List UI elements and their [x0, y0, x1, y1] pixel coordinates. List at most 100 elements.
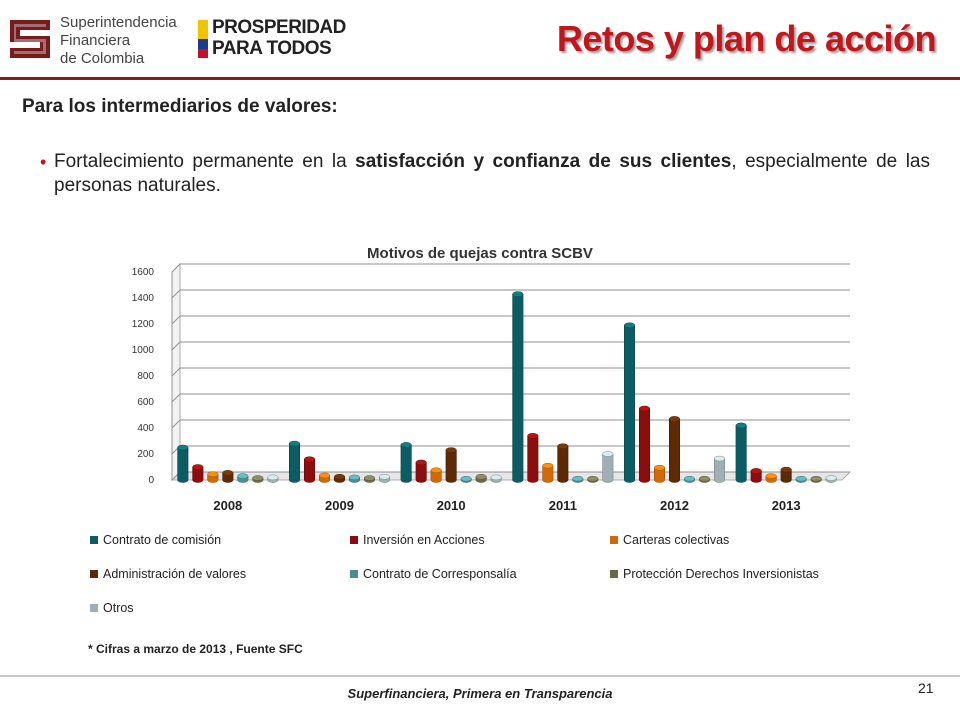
complaints-bar-chart: Motivos de quejas contra SCBV 0 200 400 600 8…	[90, 245, 851, 615]
y-tick-label: 400	[137, 423, 154, 434]
bar-top	[237, 473, 249, 479]
header-divider	[0, 77, 960, 80]
bar-top	[430, 467, 442, 473]
legend-swatch	[350, 570, 358, 578]
bar-top	[780, 466, 792, 473]
bar-top	[319, 472, 330, 479]
bar-top	[557, 443, 569, 449]
y-tick-label: 1600	[132, 267, 155, 278]
x-category-label: 2010	[437, 498, 466, 513]
slide-title: Retos y plan de acción	[556, 18, 937, 59]
y-gridline	[171, 341, 850, 351]
y-tick-label: 0	[148, 475, 154, 486]
bar-top	[192, 464, 204, 470]
bar	[557, 445, 569, 483]
y-tick-label: 1400	[132, 293, 155, 304]
legend-swatch	[610, 570, 618, 578]
bar	[624, 325, 635, 483]
legend-label: Contrato de Corresponsalía	[363, 567, 517, 581]
bar-top	[699, 475, 710, 482]
bar-top	[252, 475, 264, 481]
bar	[735, 425, 747, 483]
bar-top	[289, 440, 300, 447]
y-gridline	[171, 367, 850, 377]
bar-top	[445, 447, 457, 453]
bar-top	[639, 405, 650, 412]
y-gridline	[171, 445, 850, 455]
bar	[527, 435, 539, 483]
bar-top	[349, 474, 360, 481]
bar	[750, 470, 762, 483]
bar	[654, 467, 665, 483]
chart-footnote: * Cifras a marzo de 2013 , Fuente SFC	[88, 642, 303, 656]
legend-swatch	[610, 536, 618, 544]
y-tick-label: 800	[137, 371, 154, 382]
bullet-point: • Fortalecimiento permanente en la satis…	[40, 150, 930, 198]
y-gridline	[171, 419, 850, 429]
x-category-label: 2008	[213, 498, 242, 513]
section-subtitle: Para los intermediarios de valores:	[22, 96, 338, 117]
bar-top	[222, 470, 234, 476]
bar-top	[810, 475, 822, 482]
footer-divider	[0, 675, 960, 677]
prosperidad-logo-text: PROSPERIDAD PARA TODOS	[212, 17, 346, 59]
sfc-logo-line: de Colombia	[60, 50, 145, 67]
x-category-label: 2013	[772, 498, 801, 513]
x-category-label: 2011	[549, 498, 577, 513]
bar-top	[475, 474, 487, 480]
bar-top	[334, 474, 345, 480]
prosperidad-logo: PROSPERIDAD PARA TODOS	[198, 16, 358, 66]
bar	[780, 469, 792, 483]
bar-top	[460, 475, 472, 482]
sfc-logo-mark-icon	[6, 16, 54, 62]
bullet-text-end: , especialmente de las personas naturale…	[54, 151, 930, 196]
bar-top	[267, 474, 279, 481]
bullet-text-bold: satisfacción y confianza de sus clientes	[355, 151, 732, 172]
y-tick-label: 1200	[132, 319, 155, 330]
colombia-flag-icon	[198, 20, 208, 58]
bar	[177, 447, 189, 483]
sfc-logo-line: Superintendencia	[60, 14, 177, 31]
legend-label: Otros	[103, 601, 134, 615]
chart-title: Motivos de quejas contra SCBV	[367, 245, 593, 262]
bullet-dot-icon: •	[40, 152, 47, 172]
bullet-text-start: Fortalecimiento permanente en la	[54, 151, 356, 172]
legend-label: Protección Derechos Inversionistas	[623, 567, 819, 581]
bar-top	[415, 459, 427, 466]
bar-top	[669, 416, 680, 422]
bar	[430, 470, 442, 483]
bar	[669, 418, 680, 483]
bar	[639, 408, 650, 483]
bar	[289, 443, 300, 483]
legend-swatch	[90, 536, 98, 544]
bar-top	[572, 475, 584, 482]
bar-top	[765, 473, 777, 479]
legend-swatch	[350, 536, 358, 544]
prosperidad-logo-line: PROSPERIDAD	[212, 17, 346, 38]
legend-swatch	[90, 570, 98, 578]
bar-top	[602, 451, 614, 457]
bar	[602, 453, 614, 483]
prosperidad-logo-line: PARA TODOS	[212, 38, 332, 59]
bar-top	[379, 474, 390, 480]
bar-top	[304, 456, 315, 462]
bar	[304, 458, 315, 483]
y-tick-label: 600	[137, 397, 154, 408]
bar-top	[684, 475, 695, 482]
bar-top	[750, 468, 762, 474]
bar-top	[825, 475, 837, 481]
bar-top	[624, 322, 635, 329]
bar-top	[542, 462, 554, 469]
sfc-logo-line: Financiera	[60, 32, 131, 49]
footer-text: Superfinanciera, Primera en Transparenci…	[347, 686, 613, 701]
bar-top	[795, 475, 807, 482]
bar-top	[714, 455, 725, 462]
x-category-label: 2012	[660, 498, 689, 513]
legend-label: Administración de valores	[103, 567, 246, 581]
bar	[415, 462, 427, 483]
bar-top	[400, 442, 412, 448]
bar-top	[207, 471, 219, 477]
bar-top	[490, 474, 502, 481]
bar-top	[587, 475, 599, 482]
bar	[400, 444, 412, 483]
